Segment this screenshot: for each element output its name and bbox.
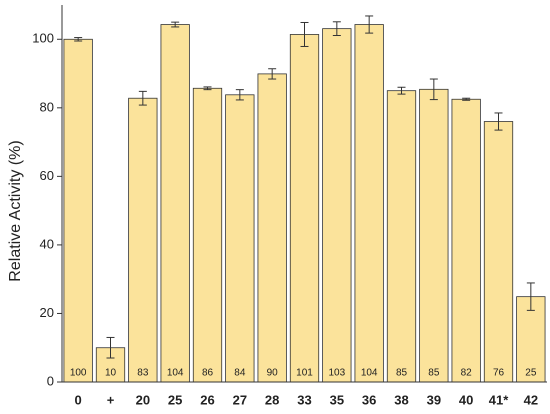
bar	[63, 38, 93, 383]
x-tick-label: 38	[394, 392, 408, 407]
x-tick-label: 35	[330, 392, 344, 407]
value-label: 85	[428, 368, 440, 379]
value-label: 85	[396, 368, 408, 379]
x-tick-label: 20	[136, 392, 150, 407]
x-tick-label: 36	[362, 392, 376, 407]
value-label: 10	[105, 368, 117, 379]
bar	[451, 98, 481, 383]
y-tick-label: 20	[40, 305, 54, 320]
bar	[225, 94, 255, 383]
x-tick-label: 26	[200, 392, 214, 407]
x-tick-label: 42	[524, 392, 538, 407]
x-tick-label: 40	[459, 392, 473, 407]
x-tick-label: 25	[168, 392, 182, 407]
value-label: 86	[202, 368, 214, 379]
value-label: 25	[525, 368, 537, 379]
x-tick-label: 27	[233, 392, 247, 407]
bar	[289, 34, 320, 383]
y-tick-label: 40	[40, 236, 54, 251]
y-tick-label: 100	[32, 31, 54, 46]
value-label: 104	[361, 368, 378, 379]
bar	[386, 90, 417, 383]
value-label: 84	[234, 368, 246, 379]
bar	[419, 88, 449, 383]
bar	[322, 28, 352, 383]
value-label: 101	[296, 368, 313, 379]
x-tick-label: 28	[265, 392, 279, 407]
value-label: 82	[461, 368, 473, 379]
y-tick-label: 0	[47, 373, 54, 388]
x-tick-label: 41*	[489, 392, 509, 407]
value-label: 76	[493, 368, 505, 379]
value-label: 83	[137, 368, 149, 379]
value-label: 90	[267, 368, 279, 379]
bar	[128, 97, 158, 383]
bar	[354, 24, 384, 383]
x-tick-label: 39	[427, 392, 441, 407]
y-tick-label: 80	[40, 99, 54, 114]
bar	[192, 87, 223, 383]
bar	[483, 121, 514, 383]
x-tick-label: 0	[75, 392, 82, 407]
bar	[257, 73, 287, 383]
bar	[160, 24, 190, 383]
x-tick-label: 33	[297, 392, 311, 407]
y-axis-label: Relative Activity (%)	[7, 140, 24, 281]
y-tick-label: 60	[40, 168, 54, 183]
value-label: 104	[167, 368, 184, 379]
x-tick-label: +	[107, 392, 115, 407]
value-label: 100	[70, 368, 87, 379]
value-label: 103	[328, 368, 345, 379]
